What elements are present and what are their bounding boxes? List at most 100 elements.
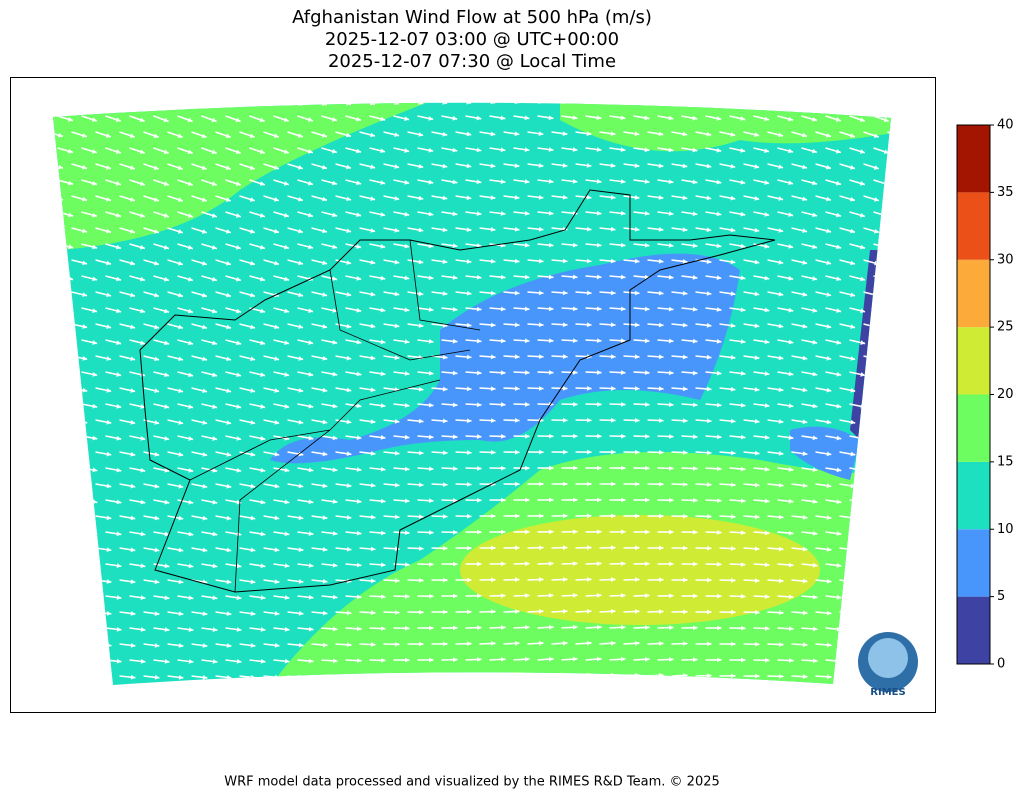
wind-arrow-head bbox=[308, 626, 314, 632]
wind-arrow-head bbox=[297, 133, 303, 138]
wind-arrow-head bbox=[908, 277, 913, 282]
wind-arrow-head bbox=[884, 499, 890, 505]
wind-arrow-head bbox=[538, 672, 544, 678]
wind-arrow-head bbox=[236, 340, 242, 346]
wind-arrow-head bbox=[346, 674, 352, 680]
wind-arrow-head bbox=[130, 356, 136, 361]
wind-arrow bbox=[57, 563, 74, 567]
wind-arrow-head bbox=[562, 290, 568, 296]
wind-arrow-head bbox=[524, 656, 530, 662]
wind-arrow-head bbox=[562, 608, 568, 614]
wind-arrow-head bbox=[116, 340, 122, 345]
wind-arrow-head bbox=[860, 244, 865, 250]
wind-arrow-head bbox=[82, 642, 88, 648]
wind-arrow-head bbox=[322, 610, 328, 616]
wind-arrow-head bbox=[308, 563, 314, 568]
wind-arrow-head bbox=[226, 611, 232, 617]
wind-arrow-head bbox=[404, 371, 410, 376]
wind-arrow-head bbox=[298, 674, 304, 680]
wind-arrow-head bbox=[346, 196, 352, 202]
map-frame bbox=[10, 77, 936, 713]
wind-arrow-head bbox=[788, 498, 794, 504]
wind-arrow-head bbox=[755, 673, 760, 679]
wind-arrow-head bbox=[539, 545, 544, 551]
wind-arrow-head bbox=[754, 164, 760, 169]
wind-arrow-head bbox=[154, 451, 160, 457]
wind-arrow-head bbox=[644, 115, 650, 121]
wind-arrow-head bbox=[802, 260, 808, 265]
wind-arrow-head bbox=[644, 402, 650, 407]
wind-arrow-head bbox=[586, 194, 592, 200]
wind-arrow-head bbox=[884, 563, 890, 569]
wind-arrow-head bbox=[659, 609, 664, 615]
wind-arrow-head bbox=[500, 306, 506, 312]
wind-arrow-head bbox=[811, 116, 817, 122]
wind-arrow-head bbox=[106, 515, 112, 521]
wind-arrow-head bbox=[466, 227, 472, 232]
wind-arrow-head bbox=[836, 658, 842, 664]
wind-arrow-head bbox=[717, 625, 722, 631]
wind-arrow-head bbox=[443, 577, 448, 583]
wind-arrow-head bbox=[764, 212, 770, 217]
wind-arrow-head bbox=[419, 673, 424, 679]
wind-arrow bbox=[53, 579, 64, 583]
wind-arrow bbox=[599, 673, 616, 677]
wind-arrow bbox=[898, 372, 914, 376]
wind-arrow-head bbox=[452, 179, 458, 185]
wind-arrow-head bbox=[682, 450, 688, 455]
wind-arrow-head bbox=[859, 181, 865, 186]
wind-arrow-head bbox=[908, 149, 913, 154]
wind-arrow-head bbox=[115, 149, 121, 154]
wind-arrow bbox=[71, 451, 88, 456]
wind-arrow bbox=[887, 323, 891, 329]
wind-arrow bbox=[57, 307, 74, 313]
wind-arrow-head bbox=[212, 436, 218, 441]
wind-arrow-head bbox=[92, 372, 98, 377]
wind-arrow-head bbox=[226, 515, 232, 521]
wind-arrow-head bbox=[466, 102, 472, 105]
wind-arrow-head bbox=[452, 338, 458, 344]
wind-arrow-head bbox=[909, 563, 914, 568]
wind-arrow-head bbox=[178, 452, 184, 457]
wind-arrow-head bbox=[106, 547, 112, 553]
wind-arrow bbox=[53, 515, 64, 519]
wind-arrow-head bbox=[874, 324, 880, 330]
wind-arrow-head bbox=[453, 561, 458, 567]
wind-arrow-head bbox=[476, 211, 482, 216]
wind-arrow-head bbox=[635, 417, 640, 423]
wind-arrow-head bbox=[586, 290, 592, 296]
wind-arrow-head bbox=[154, 611, 160, 616]
wind-arrow-head bbox=[442, 386, 448, 392]
wind-arrow-head bbox=[476, 402, 482, 408]
wind-arrow-head bbox=[621, 497, 626, 503]
wind-arrow-head bbox=[356, 594, 362, 600]
wind-arrow-head bbox=[58, 355, 64, 361]
wind-arrow-head bbox=[211, 117, 217, 123]
wind-arrow-head bbox=[491, 545, 496, 551]
wind-arrow bbox=[887, 611, 891, 615]
wind-arrow-head bbox=[754, 514, 760, 520]
wind-arrow-head bbox=[778, 228, 784, 233]
wind-arrow-head bbox=[477, 497, 482, 503]
wind-arrow-head bbox=[802, 292, 808, 297]
wind-arrow-head bbox=[826, 419, 832, 425]
wind-arrow-head bbox=[284, 563, 290, 568]
wind-arrow bbox=[623, 102, 640, 104]
wind-arrow-head bbox=[332, 308, 338, 313]
wind-arrow-head bbox=[322, 260, 328, 266]
wind-arrow-head bbox=[764, 116, 770, 122]
wind-arrow bbox=[81, 627, 98, 631]
wind-arrow-head bbox=[274, 388, 280, 393]
wind-arrow-head bbox=[707, 641, 712, 647]
wind-arrow-head bbox=[418, 102, 424, 105]
wind-arrow bbox=[863, 515, 880, 520]
wind-arrow-head bbox=[68, 148, 73, 154]
wind-arrow-head bbox=[883, 181, 889, 186]
wind-arrow-head bbox=[428, 370, 434, 376]
wind-arrow-head bbox=[692, 211, 698, 217]
wind-arrow-head bbox=[596, 656, 602, 662]
wind-arrow-head bbox=[682, 131, 688, 137]
wind-arrow bbox=[551, 102, 568, 104]
colorbar-tick-label: 30 bbox=[997, 252, 1014, 267]
